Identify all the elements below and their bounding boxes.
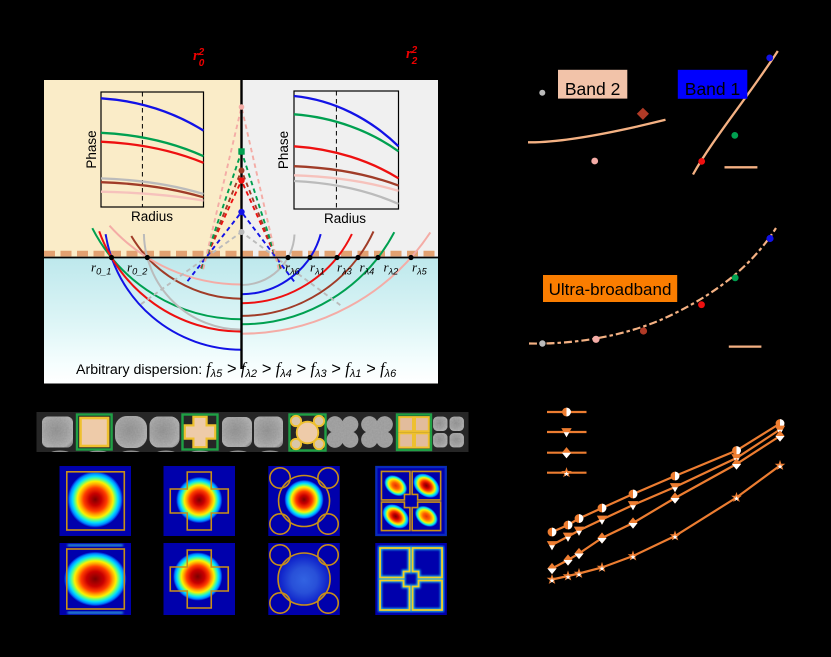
svg-text:Radius: Radius xyxy=(131,209,173,224)
svg-text:r22: r2 2 xyxy=(406,45,418,67)
svg-text:Band 1: Band 1 xyxy=(685,79,740,99)
svg-text:r20: r2 0 xyxy=(193,47,205,69)
svg-text:Phase: Phase xyxy=(84,130,99,168)
svg-text:Ultra-broadband: Ultra-broadband xyxy=(549,280,672,299)
svg-text:Band 2: Band 2 xyxy=(565,79,620,99)
svg-text:Radius: Radius xyxy=(324,211,366,226)
svg-text:Phase: Phase xyxy=(276,131,291,169)
svg-text:Arbitrary dispersion: fλ5 > fλ: Arbitrary dispersion: fλ5 > fλ2 > fλ4 > … xyxy=(76,359,397,380)
